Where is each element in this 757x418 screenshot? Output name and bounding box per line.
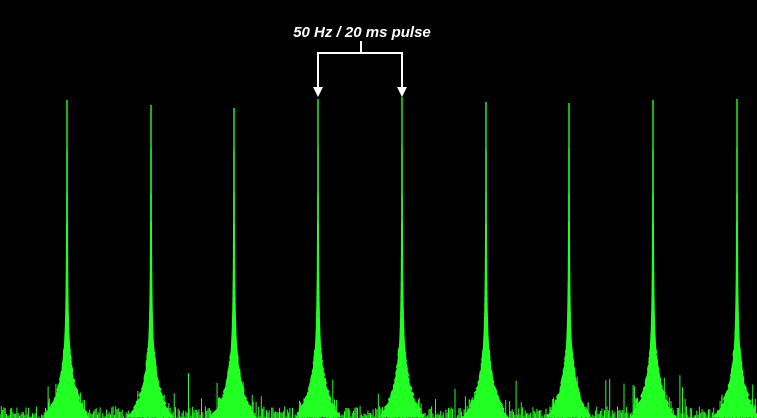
pulse-spike xyxy=(43,100,89,418)
pulse-skirt xyxy=(466,369,507,418)
pulse-skirt xyxy=(719,377,757,418)
arrow-head xyxy=(313,87,323,97)
pulse-spike xyxy=(127,105,175,417)
pulse-skirt xyxy=(632,369,672,418)
annotation-text: 50 Hz / 20 ms pulse xyxy=(293,24,431,41)
pulse-skirt xyxy=(382,370,422,418)
pulse-spike xyxy=(461,102,510,418)
pulse-spike xyxy=(712,99,757,417)
pulse-spike xyxy=(209,108,256,418)
pulse-spike xyxy=(378,97,425,417)
pulse-spike xyxy=(629,100,677,418)
period-bracket xyxy=(317,41,403,88)
signal-trace xyxy=(0,97,757,418)
pulse-skirt xyxy=(47,373,85,418)
arrow-head xyxy=(397,87,407,97)
pulse-spike xyxy=(546,103,591,417)
pulse-spike xyxy=(296,99,342,417)
